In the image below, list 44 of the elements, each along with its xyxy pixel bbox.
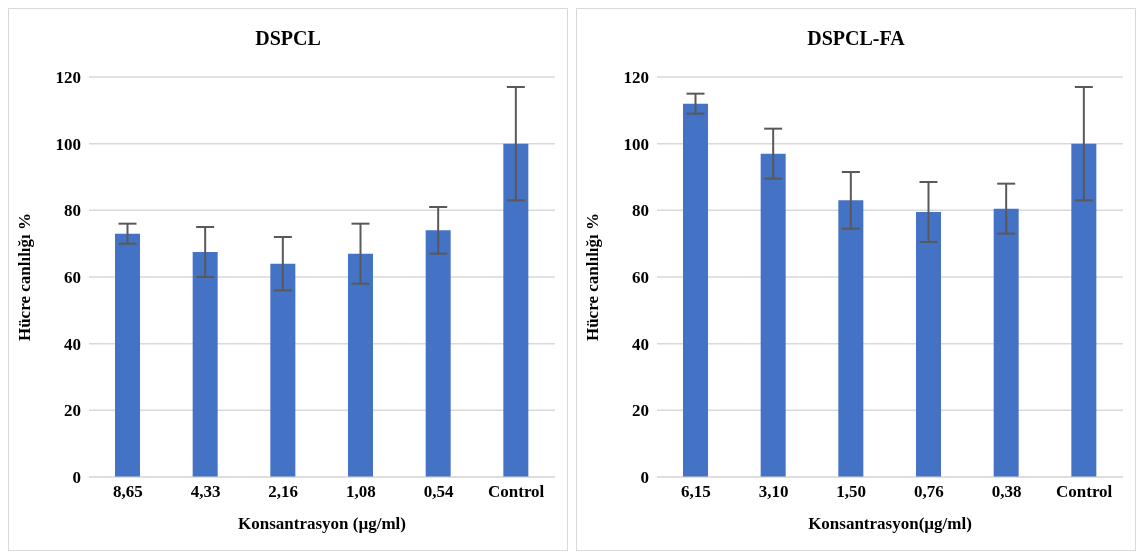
y-tick-label: 0	[72, 468, 81, 488]
x-tick-label: 3,10	[758, 482, 789, 502]
bar	[425, 230, 451, 477]
bar	[683, 103, 708, 477]
x-tick-label: 1,50	[836, 482, 867, 502]
y-tick-label: 40	[632, 334, 649, 354]
x-tick-label: 1,08	[345, 482, 376, 502]
chart-title: DSPCL	[254, 27, 322, 51]
x-axis-title: Konsantrasyon (µg/ml)	[238, 514, 406, 533]
x-tick-label: 6,15	[680, 482, 711, 502]
x-tick-label: 0,38	[991, 482, 1022, 502]
bar	[1071, 143, 1097, 477]
y-tick-label: 60	[632, 268, 649, 288]
bar	[348, 253, 373, 477]
y-tick-label: 80	[64, 201, 81, 221]
bar	[270, 263, 296, 477]
y-tick-label: 0	[640, 468, 649, 488]
y-tick-label: 80	[632, 201, 649, 221]
x-axis-title: Konsantrasyon(µg/ml)	[808, 514, 972, 533]
y-tick-label: 60	[64, 268, 81, 288]
x-tick-label: 4,33	[190, 482, 221, 502]
x-tick-label: Control	[1055, 482, 1113, 502]
x-tick-label: Control	[487, 482, 545, 502]
bar	[115, 233, 140, 477]
bar	[838, 200, 864, 477]
bar	[760, 153, 786, 477]
bar	[993, 208, 1019, 477]
y-tick-label: 20	[632, 401, 649, 421]
y-axis-title: Hücre canlılığı %	[583, 212, 603, 342]
y-tick-label: 20	[64, 401, 81, 421]
y-axis-title: Hücre canlılığı %	[15, 212, 35, 342]
y-tick-label: 120	[623, 68, 649, 88]
x-tick-label: 0,76	[913, 482, 944, 502]
bar	[916, 212, 941, 477]
chart-title: DSPCL-FA	[806, 27, 906, 51]
y-tick-label: 100	[55, 134, 81, 154]
bar	[192, 252, 218, 477]
y-tick-label: 100	[623, 134, 649, 154]
x-tick-label: 8,65	[112, 482, 143, 502]
bar	[503, 143, 529, 477]
y-tick-label: 40	[64, 334, 81, 354]
x-tick-label: 0,54	[423, 482, 454, 502]
x-tick-label: 2,16	[268, 482, 299, 502]
y-tick-label: 120	[55, 68, 81, 88]
